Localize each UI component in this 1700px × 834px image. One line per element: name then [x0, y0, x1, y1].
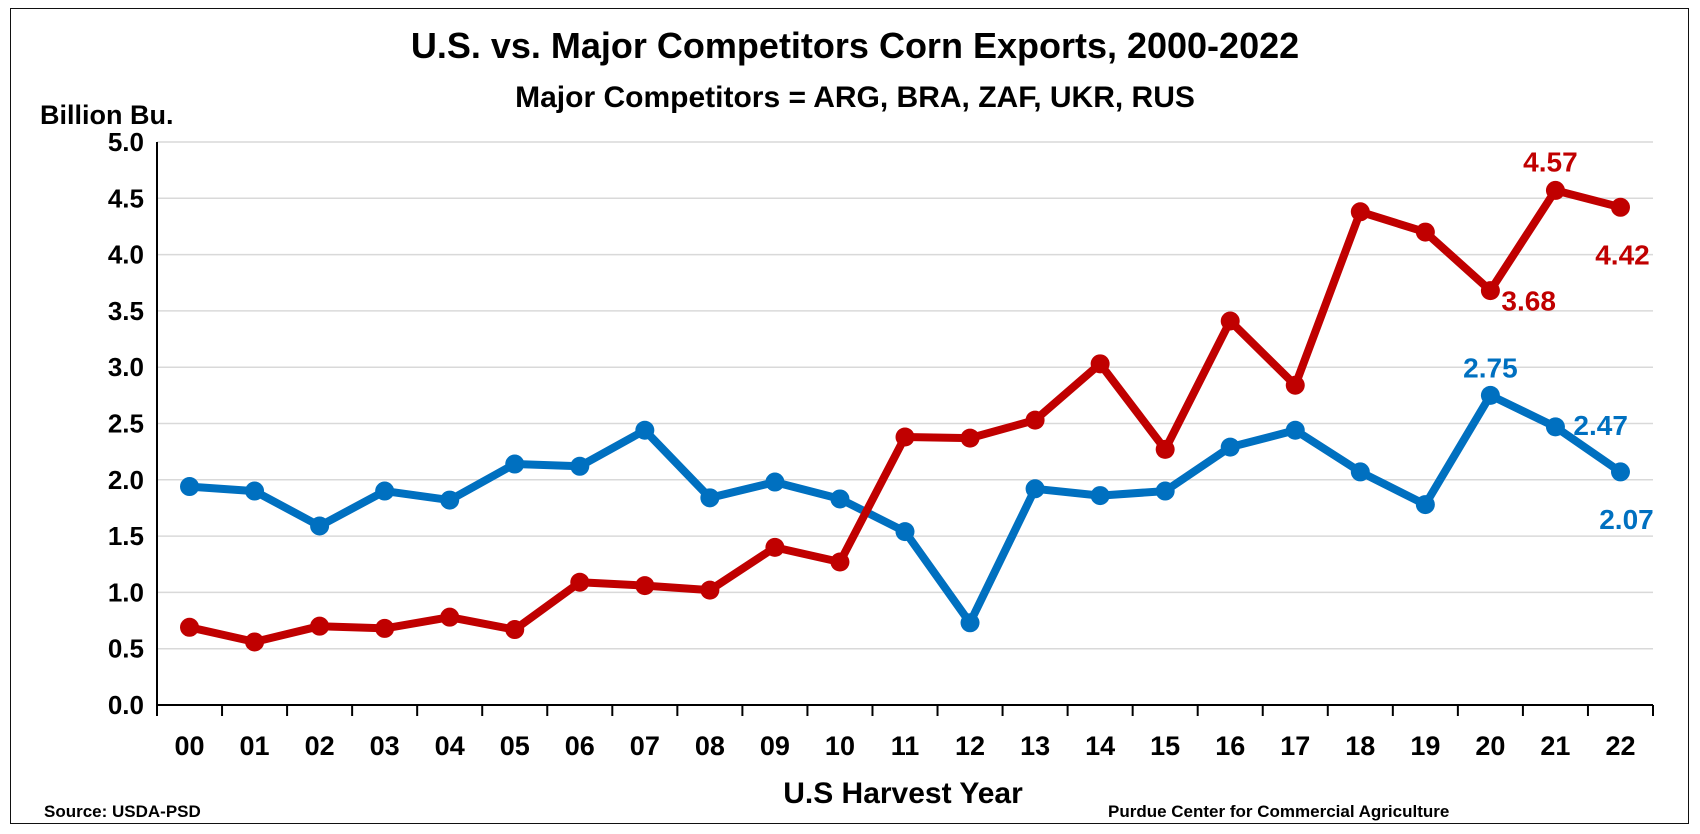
- x-tick-label: 01: [240, 731, 270, 761]
- x-tick-label: 12: [955, 731, 985, 761]
- data-point: [1025, 410, 1045, 430]
- data-point: [1545, 180, 1565, 200]
- data-labels: 2.75 2.47 2.07 3.68 4.57 4.42: [1463, 146, 1654, 535]
- data-point: [1350, 462, 1370, 482]
- x-tick-label: 10: [825, 731, 855, 761]
- data-point: [765, 472, 785, 492]
- x-tick-label: 22: [1605, 731, 1635, 761]
- x-tick-label: 05: [500, 731, 530, 761]
- data-point: [635, 576, 655, 596]
- chart-frame: [10, 8, 1689, 824]
- data-point: [1610, 462, 1630, 482]
- y-tick-label: 3.0: [108, 352, 144, 382]
- x-tick-label: 20: [1475, 731, 1505, 761]
- data-point: [505, 620, 525, 640]
- x-tick-label: 16: [1215, 731, 1245, 761]
- chart-subtitle: Major Competitors = ARG, BRA, ZAF, UKR, …: [515, 81, 1195, 114]
- data-point: [505, 454, 525, 474]
- x-tick-label: 03: [370, 731, 400, 761]
- y-tick-label: 5.0: [108, 127, 144, 157]
- gridlines: [157, 141, 1653, 650]
- y-tick-label: 2.0: [108, 465, 144, 495]
- data-point: [830, 552, 850, 572]
- x-tick-label: 11: [891, 731, 920, 761]
- data-point: [830, 489, 850, 509]
- data-point: [570, 456, 590, 476]
- data-point: [895, 522, 915, 542]
- data-point: [895, 427, 915, 447]
- data-label: 4.57: [1523, 146, 1578, 177]
- series-line: [185, 186, 1625, 646]
- credit-note: Purdue Center for Commercial Agriculture: [1108, 802, 1449, 821]
- y-tick-label: 2.5: [108, 409, 144, 439]
- data-point: [1155, 481, 1175, 501]
- data-point: [310, 516, 330, 536]
- data-point: [1415, 222, 1435, 242]
- chart-title: U.S. vs. Major Competitors Corn Exports,…: [411, 25, 1299, 66]
- y-axis-label: Billion Bu.: [40, 100, 173, 130]
- y-tick-label: 0.5: [108, 634, 144, 664]
- x-tick-label: 17: [1280, 731, 1310, 761]
- x-tick-label: 21: [1540, 731, 1570, 761]
- data-point: [1025, 479, 1045, 499]
- data-point: [245, 632, 265, 652]
- data-point: [1090, 486, 1110, 506]
- data-point: [1480, 385, 1500, 405]
- x-axis-label: U.S Harvest Year: [783, 777, 1023, 810]
- x-tick-label: 13: [1020, 731, 1050, 761]
- data-point: [245, 481, 265, 501]
- data-point: [765, 537, 785, 557]
- y-tick-label: 3.5: [108, 296, 144, 326]
- data-point: [1415, 495, 1435, 515]
- series-lines: [180, 180, 1630, 652]
- x-tick-label: 15: [1150, 731, 1180, 761]
- data-point: [700, 488, 720, 508]
- x-tick-label: 06: [565, 731, 595, 761]
- data-point: [635, 420, 655, 440]
- data-point: [1285, 375, 1305, 395]
- y-tick-label: 4.5: [108, 183, 144, 213]
- data-label: 2.75: [1463, 352, 1518, 383]
- data-label: 3.68: [1501, 286, 1556, 317]
- x-tick-label: 14: [1085, 731, 1115, 761]
- data-point: [570, 572, 590, 592]
- data-point: [440, 607, 460, 627]
- x-tick-label: 04: [435, 731, 465, 761]
- data-label: 4.42: [1595, 239, 1650, 270]
- data-point: [1285, 420, 1305, 440]
- data-point: [1545, 417, 1565, 437]
- data-point: [1090, 354, 1110, 374]
- y-tick-label: 1.5: [108, 521, 144, 551]
- data-point: [1480, 281, 1500, 301]
- data-point: [310, 616, 330, 636]
- x-tick-label: 08: [695, 731, 725, 761]
- data-point: [1155, 439, 1175, 459]
- y-tick-label: 4.0: [108, 240, 144, 270]
- data-point: [1610, 197, 1630, 217]
- data-point: [375, 618, 395, 638]
- data-point: [180, 477, 200, 497]
- x-tick-label: 00: [174, 731, 204, 761]
- x-tick-label: 19: [1410, 731, 1440, 761]
- data-point: [375, 481, 395, 501]
- data-label: 2.47: [1573, 410, 1628, 441]
- axes: 0.0 0.5 1.0 1.5 2.0 2.5 3.0 3.5 4.0 4.5 5.0 00 01 02 0…: [108, 127, 1654, 761]
- data-point: [1220, 311, 1240, 331]
- x-tick-label: 18: [1345, 731, 1375, 761]
- y-tick-label: 0.0: [108, 690, 144, 720]
- x-tick-label: 09: [760, 731, 790, 761]
- data-point: [1350, 202, 1370, 222]
- data-point: [960, 613, 980, 633]
- x-tick-label: 07: [630, 731, 660, 761]
- source-note: Source: USDA-PSD: [44, 802, 201, 821]
- y-tick-label: 1.0: [108, 577, 144, 607]
- data-point: [440, 490, 460, 510]
- data-point: [180, 617, 200, 637]
- data-point: [1220, 437, 1240, 457]
- data-point: [960, 428, 980, 448]
- data-label: 2.07: [1599, 504, 1654, 535]
- x-tick-label: 02: [305, 731, 335, 761]
- data-point: [700, 580, 720, 600]
